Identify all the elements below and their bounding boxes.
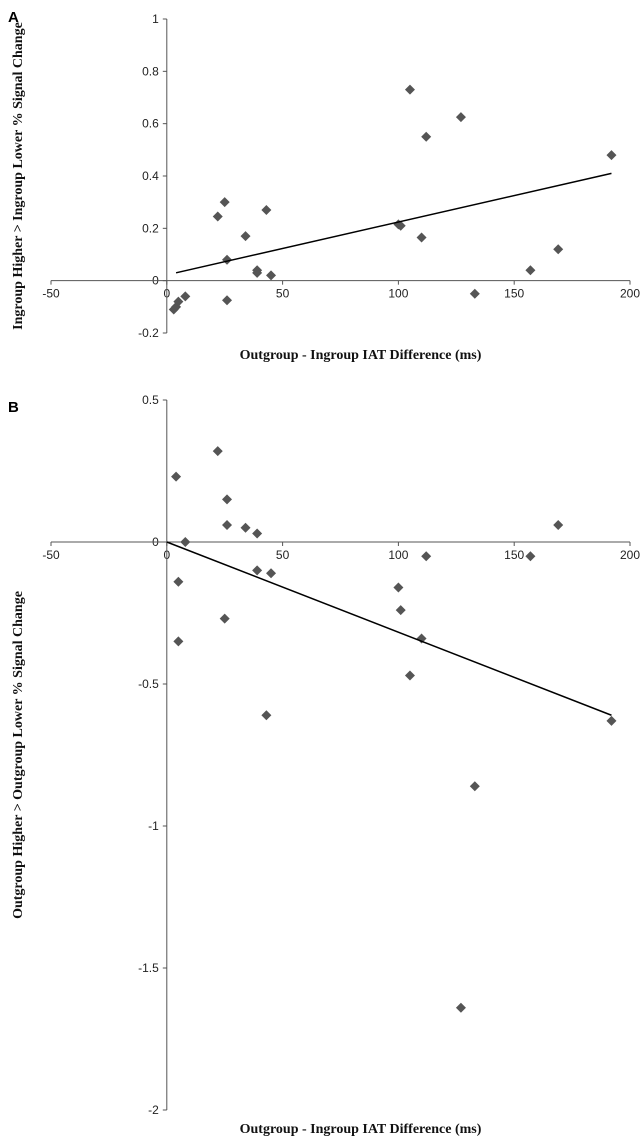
panel-a-x-tick-label: 50 <box>276 287 290 301</box>
panel-b-y-tick-label: -1 <box>148 819 159 833</box>
panel-a-data-point <box>416 232 427 243</box>
panel-b-points <box>171 446 617 1013</box>
panel-a-y-tick-label: 0.8 <box>142 64 159 78</box>
panel-a-x-tick-label: -50 <box>42 287 60 301</box>
panel-a-data-point <box>173 296 184 307</box>
panel-b-y-tick-label: -0.5 <box>138 677 159 691</box>
panel-b-x-axis-title: Outgroup - Ingroup IAT Difference (ms) <box>240 1122 482 1137</box>
panel-b-data-point <box>393 582 404 593</box>
panel-b-data-point <box>525 551 536 562</box>
panel-b-data-point <box>553 519 564 530</box>
panel-b-data-point <box>606 715 617 726</box>
panel-b-x-ticks: -50050100150200 <box>42 542 640 562</box>
panel-a-points <box>168 84 617 315</box>
panel-b-data-point <box>455 1002 466 1013</box>
panel-a-data-point <box>261 205 272 216</box>
panel-a-data-point <box>252 267 263 278</box>
panel-b-x-tick-label: -50 <box>42 548 60 562</box>
panel-a-y-tick-label: 0.4 <box>142 169 159 183</box>
panel-a-data-point <box>404 84 415 95</box>
panel-a-y-tick-label: 0.2 <box>142 221 159 235</box>
panel-a-data-point <box>395 220 406 231</box>
panel-b-data-point <box>222 494 233 505</box>
panel-a-letter: A <box>8 9 19 26</box>
panel-a-data-point <box>553 244 564 255</box>
panel-b: B -2-1.5-1-0.500.5 -50050100150200 Outgr… <box>8 393 640 1137</box>
panel-a-data-point <box>266 270 277 281</box>
panel-b-data-point <box>266 568 277 579</box>
panel-a-y-tick-label: 0.6 <box>142 117 159 131</box>
panel-b-data-point <box>222 519 233 530</box>
panel-b-x-tick-label: 200 <box>620 548 640 562</box>
panel-a-data-point <box>469 288 480 299</box>
panel-a-data-point <box>240 231 251 242</box>
panel-a-x-axis-title: Outgroup - Ingroup IAT Difference (ms) <box>240 348 482 363</box>
panel-a-y-tick-label: 1 <box>152 12 159 26</box>
panel-b-trendline <box>166 541 612 716</box>
panel-a-trendline <box>175 172 612 274</box>
panel-b-data-point <box>219 613 230 624</box>
panel-b-data-point <box>469 781 480 792</box>
panel-a-data-point <box>606 150 617 161</box>
panel-a: A -0.200.20.40.60.81 -50050100150200 Ing… <box>8 9 640 363</box>
panel-b-data-point <box>421 551 432 562</box>
panel-b-data-point <box>173 636 184 647</box>
panel-b-x-tick-label: 100 <box>388 548 408 562</box>
panel-a-x-ticks: -50050100150200 <box>42 280 640 301</box>
panel-b-data-point <box>240 522 251 533</box>
panel-b-data-point <box>173 576 184 587</box>
panel-a-data-point <box>455 112 466 123</box>
panel-b-y-tick-label: 0.5 <box>142 393 159 407</box>
panel-b-y-tick-label: -1.5 <box>138 961 159 975</box>
panel-b-data-point <box>180 537 191 547</box>
panel-b-y-ticks: -2-1.5-1-0.500.5 <box>138 393 167 1117</box>
panel-a-x-tick-label: 150 <box>504 287 524 301</box>
panel-a-data-point <box>212 211 223 222</box>
panel-b-y-axis-title: Outgroup Higher > Outgroup Lower % Signa… <box>11 591 26 919</box>
panel-a-data-point <box>525 265 536 276</box>
panel-b-data-point <box>212 446 223 457</box>
panel-b-data-point <box>252 528 263 539</box>
panel-b-y-tick-label: -2 <box>148 1103 159 1117</box>
panel-b-data-point <box>404 670 415 681</box>
panel-b-letter: B <box>8 399 19 416</box>
panel-a-data-point <box>180 291 191 302</box>
panel-a-x-tick-label: 100 <box>388 287 408 301</box>
panel-a-data-point <box>421 131 432 142</box>
panel-a-x-tick-label: 200 <box>620 287 640 301</box>
panel-a-data-point <box>219 197 230 208</box>
panel-a-y-axis-title: Ingroup Higher > Ingroup Lower % Signal … <box>11 22 26 330</box>
panel-a-data-point <box>222 295 233 306</box>
panel-b-data-point <box>395 605 406 616</box>
panel-b-data-point <box>252 565 263 576</box>
panel-b-data-point <box>261 710 272 721</box>
panel-a-y-tick-label: -0.2 <box>138 326 159 340</box>
panel-b-x-tick-label: 150 <box>504 548 524 562</box>
panel-b-x-tick-label: 50 <box>276 548 290 562</box>
panel-b-data-point <box>171 471 182 482</box>
